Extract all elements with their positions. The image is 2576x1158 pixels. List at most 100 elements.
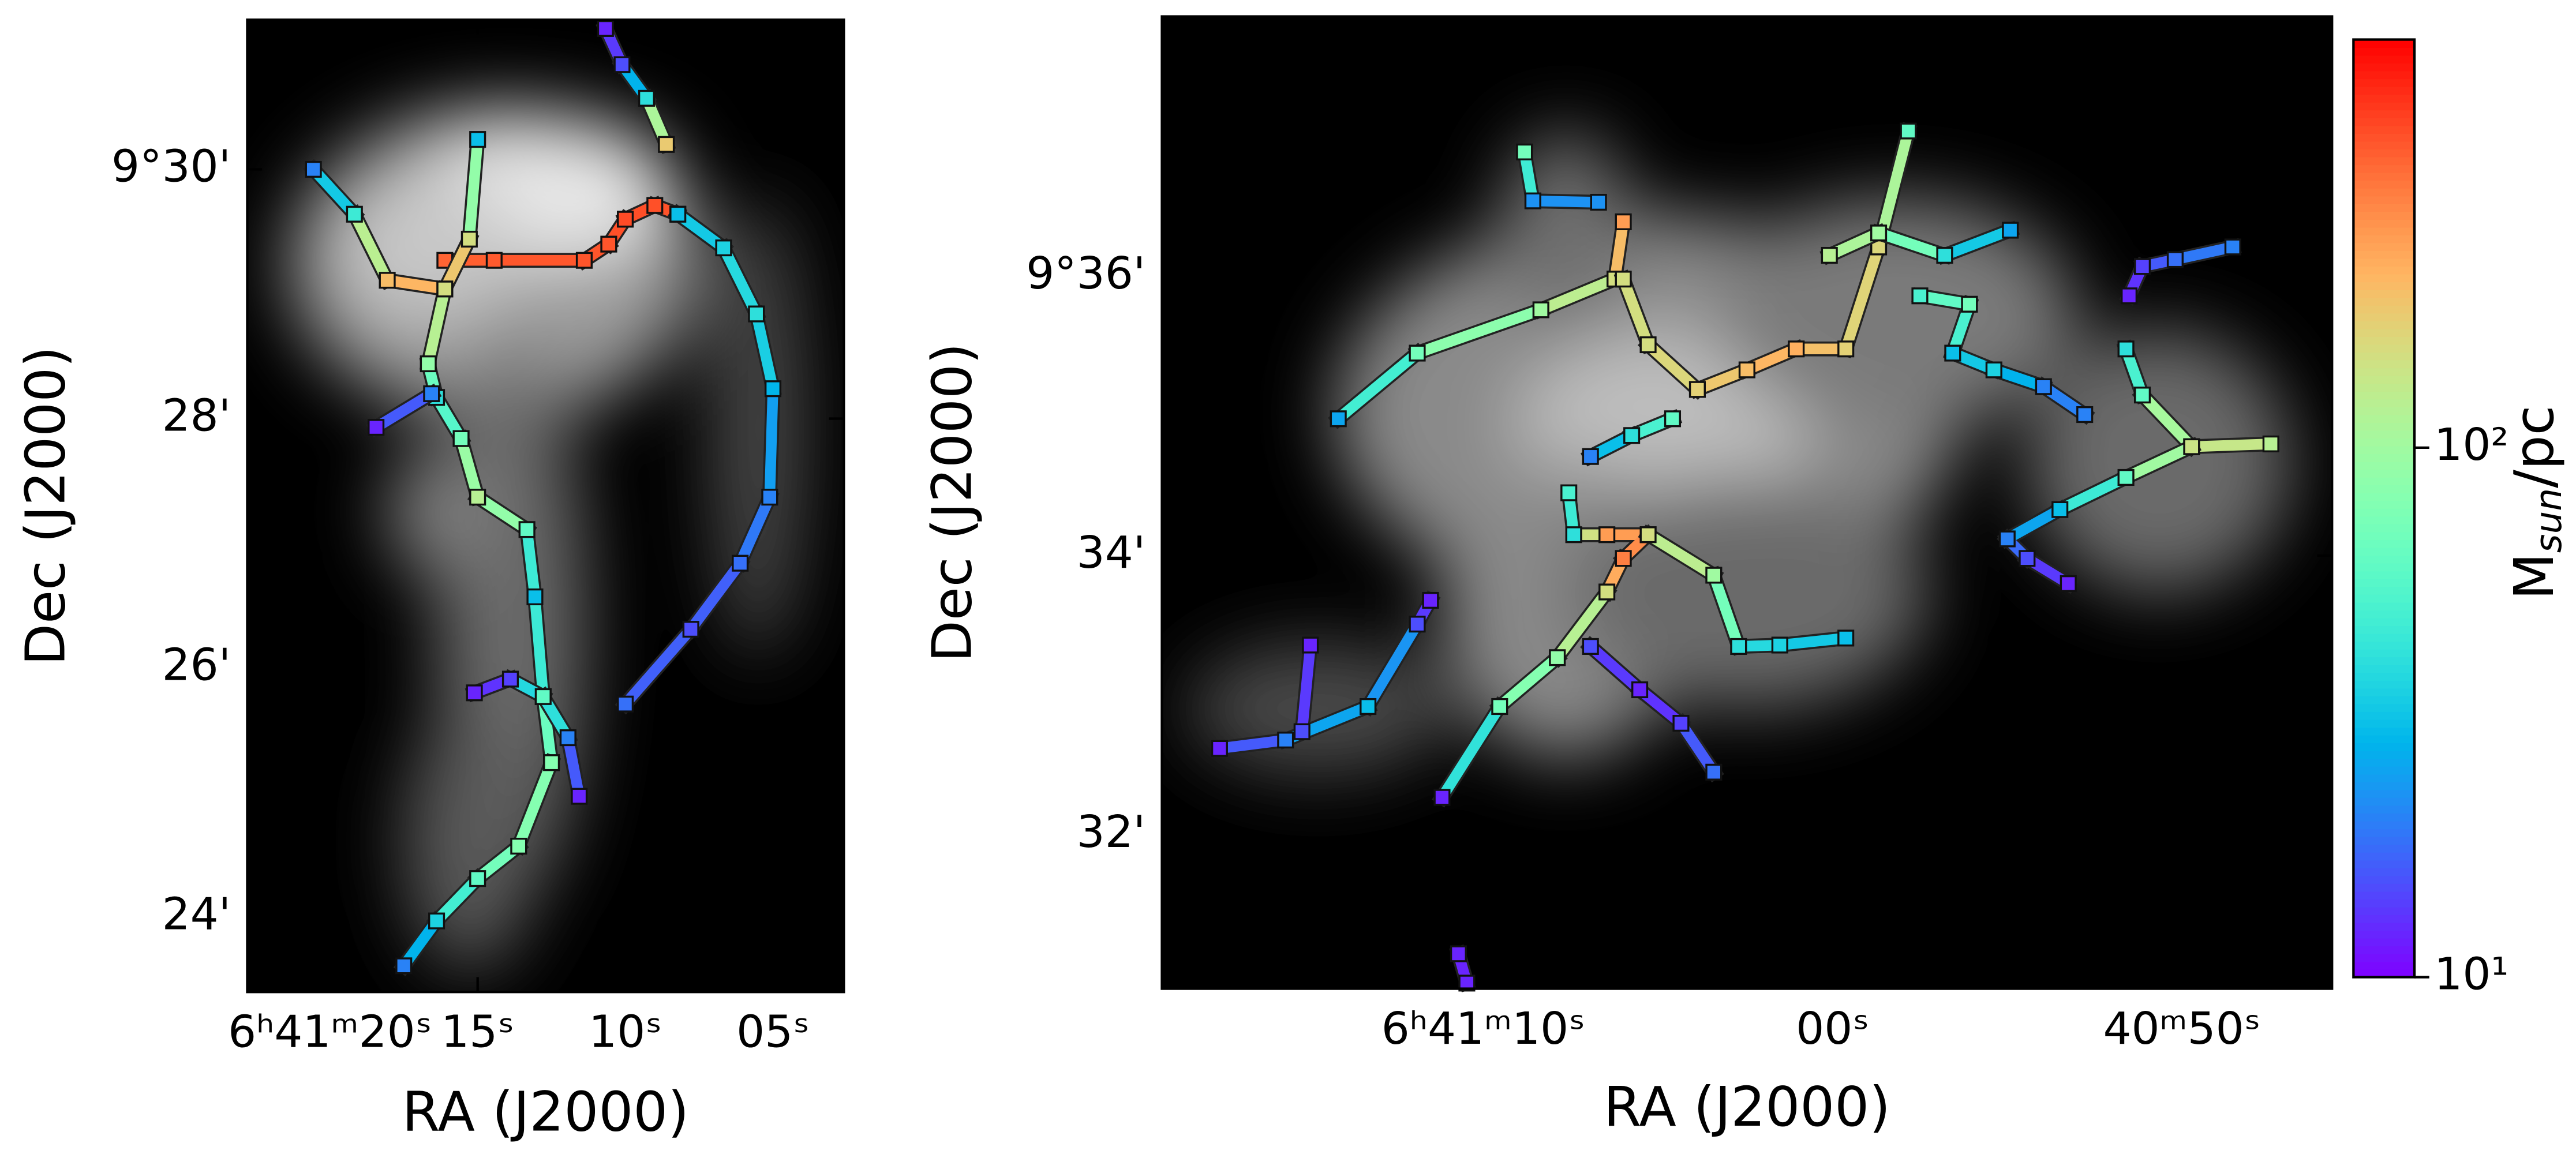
- filament-pixel: [1293, 723, 1311, 740]
- x-tick-label: 40ᵐ50ˢ: [2103, 1003, 2260, 1055]
- colorbar-step: [2353, 703, 2415, 712]
- colorbar-step: [2353, 648, 2415, 658]
- colorbar-step: [2353, 297, 2415, 306]
- filament-pixel: [1911, 287, 1929, 305]
- colorbar-step: [2353, 211, 2415, 220]
- filament-pixel: [1705, 567, 1723, 584]
- filament-pixel: [1639, 526, 1657, 544]
- colorbar-step: [2353, 734, 2415, 744]
- colorbar-step: [2353, 187, 2415, 197]
- filament-pixel: [420, 355, 437, 373]
- y-tick-label: 9°36': [1026, 248, 1145, 299]
- colorbar-step: [2353, 921, 2415, 931]
- filament-pixel: [2120, 287, 2138, 305]
- colorbar-step: [2353, 804, 2415, 814]
- y-tick-label: 34': [1077, 527, 1145, 579]
- filament-link: [1839, 240, 1886, 356]
- colorbar-step: [2353, 62, 2415, 72]
- colorbar-step: [2353, 742, 2415, 751]
- colorbar-label-part: sun: [2528, 488, 2570, 553]
- colorbar-step: [2353, 336, 2415, 345]
- y-tick-label: 9°30': [111, 141, 231, 193]
- colorbar-step: [2353, 835, 2415, 845]
- filament-pixel: [613, 56, 631, 73]
- colorbar-step: [2353, 226, 2415, 235]
- filament-pixel: [748, 305, 765, 323]
- filament-pixel: [2183, 438, 2200, 455]
- colorbar-step: [2353, 351, 2415, 361]
- colorbar-step: [2353, 515, 2415, 524]
- filament-pixel: [617, 695, 634, 713]
- filament-pixel: [423, 385, 440, 402]
- filament-link: [1331, 345, 1425, 426]
- filament-pixel: [1532, 301, 1549, 318]
- filament-link: [733, 490, 777, 571]
- filament-link: [1527, 195, 1604, 208]
- colorbar-step: [2353, 554, 2415, 564]
- filament-pixel: [379, 272, 396, 289]
- filament-link: [511, 755, 559, 853]
- filament-pixel: [452, 430, 470, 447]
- colorbar-step: [2353, 234, 2415, 243]
- colorbar-step: [2353, 125, 2415, 134]
- colorbar-step: [2353, 672, 2415, 681]
- filament-pixel: [501, 670, 519, 688]
- colorbar-step: [2353, 781, 2415, 790]
- filament-pixel: [1582, 638, 1599, 655]
- y-tick-label: 32': [1077, 806, 1145, 858]
- colorbar-step: [2353, 609, 2415, 619]
- colorbar-step: [2353, 523, 2415, 533]
- filament-pixel: [1821, 246, 1838, 264]
- colorbar-step: [2353, 78, 2415, 87]
- filament-link: [1549, 584, 1615, 665]
- colorbar-step: [2353, 500, 2415, 509]
- filament-pixel: [469, 131, 486, 148]
- colorbar-step: [2353, 789, 2415, 798]
- filament-pixel: [543, 754, 560, 771]
- filament-pixel: [368, 419, 385, 436]
- colorbar-step: [2353, 632, 2415, 642]
- filament-pixel: [1998, 530, 2016, 548]
- filament-pixel: [1623, 427, 1641, 444]
- colorbar-step: [2353, 766, 2415, 775]
- colorbar-step: [2353, 391, 2415, 400]
- filament-pixel: [1944, 344, 1961, 362]
- filament-pixel: [1422, 591, 1439, 609]
- x-tick-label: 00ˢ: [1796, 1003, 1869, 1055]
- colorbar-step: [2353, 47, 2415, 56]
- filament-link: [381, 274, 451, 295]
- colorbar-step: [2353, 406, 2415, 415]
- filament-pixel: [1409, 616, 1426, 633]
- colorbar-step: [2353, 812, 2415, 822]
- x-axis-label: RA (J2000): [1604, 1076, 1890, 1139]
- colorbar-label-part: /pc: [2503, 406, 2566, 488]
- filament-pixel: [1961, 295, 1978, 313]
- colorbar-step: [2353, 484, 2415, 493]
- colorbar-step: [2353, 460, 2415, 470]
- colorbar-step: [2353, 109, 2415, 118]
- filament-pixel: [1688, 381, 1706, 398]
- filament-pixel: [2117, 340, 2135, 358]
- filament-link: [716, 241, 764, 321]
- filament-pixel: [1730, 638, 1747, 655]
- colorbar-step: [2353, 539, 2415, 548]
- axes-frame: [1160, 15, 2334, 990]
- filament-pixel: [1664, 410, 1682, 428]
- filament-pixel: [2051, 501, 2069, 518]
- colorbar-step: [2353, 758, 2415, 767]
- filament-pixel: [1705, 763, 1723, 781]
- filament-pixel: [2133, 258, 2151, 275]
- colorbar-step: [2353, 664, 2415, 673]
- filament-pixel: [466, 684, 483, 702]
- colorbar-step: [2353, 914, 2415, 923]
- filament-pixel: [617, 211, 634, 228]
- colorbar-step: [2353, 492, 2415, 501]
- colorbar-step: [2353, 945, 2415, 954]
- filament-pixel: [1565, 526, 1582, 544]
- filament-pixel: [2117, 469, 2135, 486]
- filament-link: [422, 282, 451, 370]
- colorbar-step: [2353, 320, 2415, 329]
- colorbar-step: [2353, 695, 2415, 704]
- filament-pixel: [1211, 740, 1228, 757]
